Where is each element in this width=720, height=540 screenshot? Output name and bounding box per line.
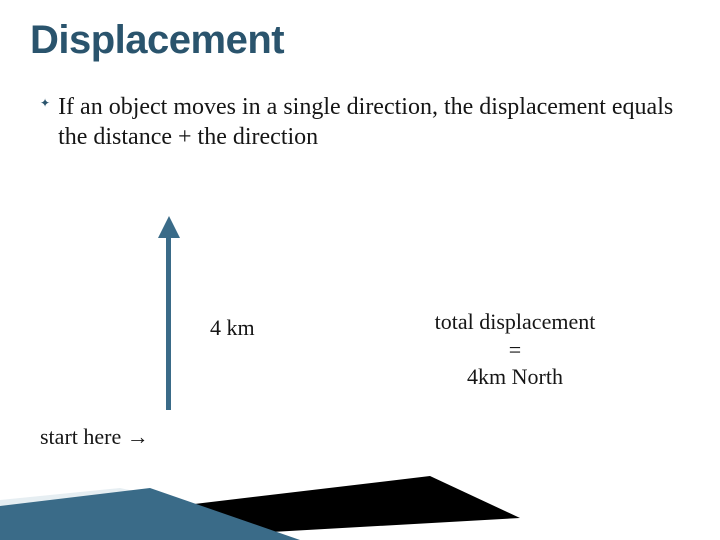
deco-light-shape xyxy=(0,488,260,540)
slide-title: Displacement xyxy=(30,18,284,63)
deco-teal-shape xyxy=(0,488,300,540)
slide: Displacement ✦ If an object moves in a s… xyxy=(0,0,720,540)
deco-black-shape xyxy=(60,476,520,540)
displacement-line2: = xyxy=(400,336,630,364)
start-here-label: start here → xyxy=(40,424,149,450)
distance-label: 4 km xyxy=(210,315,255,341)
bullet-text: If an object moves in a single direction… xyxy=(58,92,690,152)
bullet-icon: ✦ xyxy=(40,96,50,110)
slide-decoration xyxy=(0,460,720,540)
displacement-line1: total displacement xyxy=(400,308,630,336)
arrow-shaft xyxy=(166,230,171,410)
bullet-item: ✦ If an object moves in a single directi… xyxy=(40,92,690,152)
displacement-line3: 4km North xyxy=(400,363,630,391)
displacement-result: total displacement = 4km North xyxy=(400,308,630,391)
